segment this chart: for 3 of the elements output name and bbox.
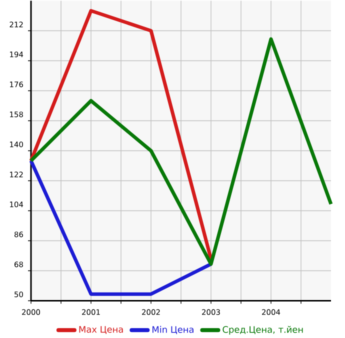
legend-label: Max Цена (79, 326, 123, 334)
legend-label: Сред.Цена, т.йен (222, 326, 303, 334)
legend-label: Min Цена (152, 326, 194, 334)
